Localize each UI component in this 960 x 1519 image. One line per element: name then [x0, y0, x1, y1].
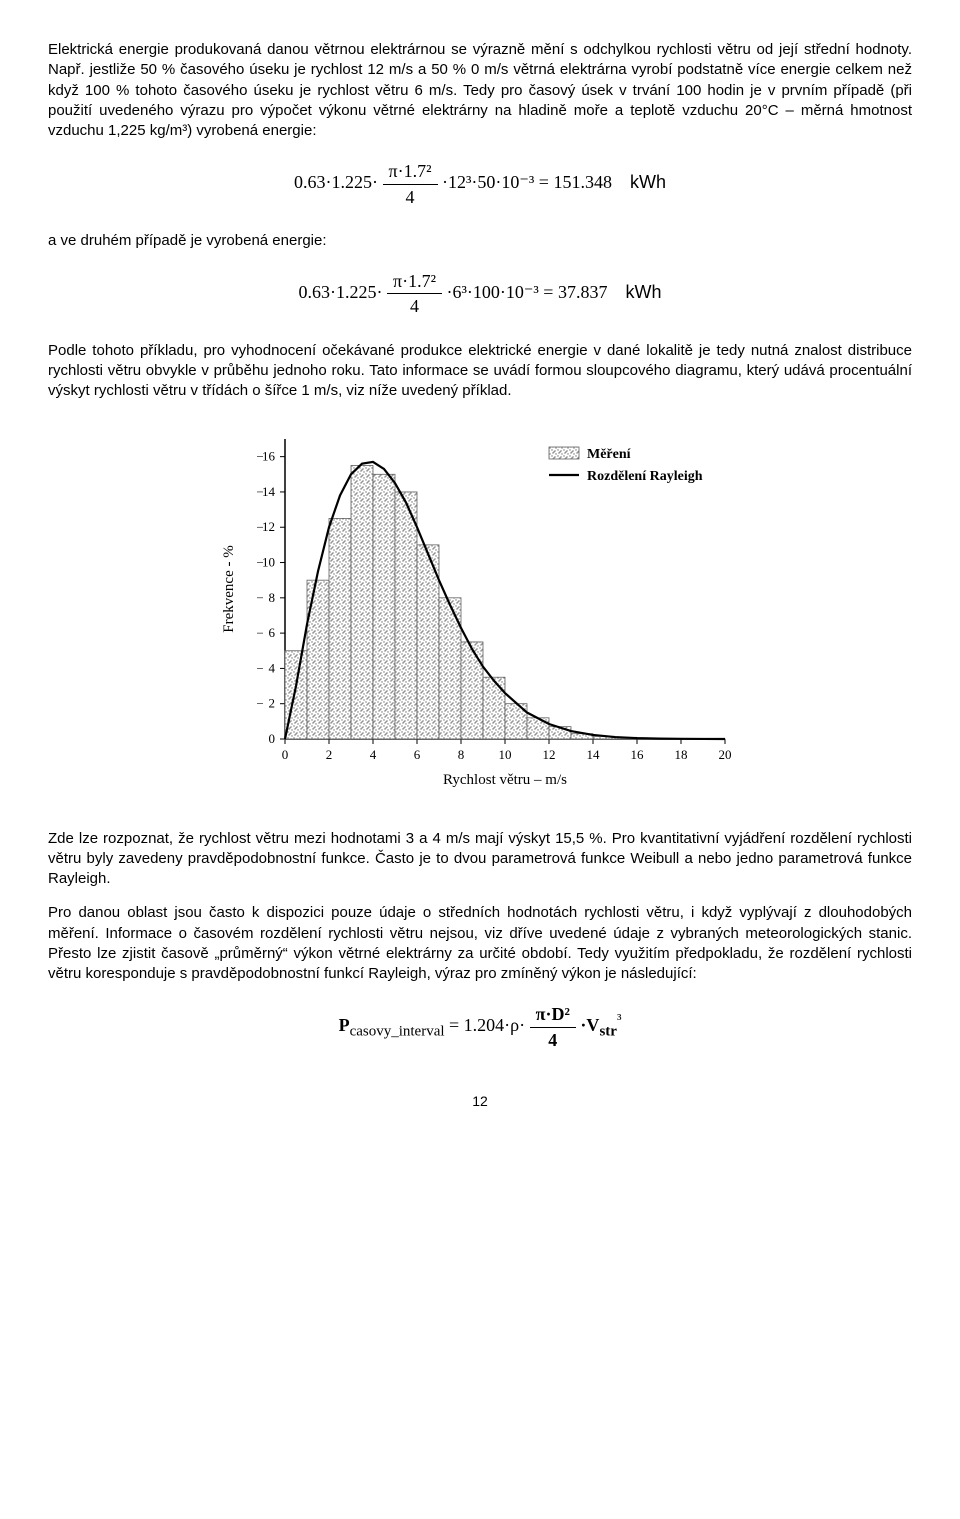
svg-text:6: 6	[414, 747, 421, 762]
formula-2: 0.63·1.225· π·1.7² 4 ·6³·100·10⁻³ = 37.8…	[48, 269, 912, 319]
formula-2-den: 4	[387, 294, 442, 318]
formula-3-tailsup: ³	[617, 1012, 622, 1028]
paragraph-5: Pro danou oblast jsou často k dispozici …	[48, 903, 912, 984]
svg-text:18: 18	[675, 747, 688, 762]
formula-1-unit: kWh	[630, 172, 666, 192]
chart-svg: 0 2 4 6 8 10 12 14 16 0 2 4 6 8 10 12 14 16 18 20 Rychlost v…	[215, 419, 745, 794]
svg-text:10: 10	[499, 747, 512, 762]
svg-text:14: 14	[587, 747, 601, 762]
formula-3: Pcasovy_interval = 1.204·ρ· π·D² 4 ·Vstr…	[48, 1002, 912, 1052]
formula-1-num: π·1.7²	[383, 159, 438, 184]
formula-2-unit: kWh	[625, 282, 661, 302]
paragraph-4: Zde lze rozpoznat, že rychlost větru mez…	[48, 829, 912, 890]
svg-text:4: 4	[370, 747, 377, 762]
svg-text:0: 0	[269, 731, 276, 746]
svg-text:10: 10	[262, 555, 275, 570]
svg-text:Frekvence - %: Frekvence - %	[221, 546, 237, 633]
svg-text:Rychlost větru – m/s: Rychlost větru – m/s	[443, 772, 567, 788]
svg-text:Rozdělení Rayleigh: Rozdělení Rayleigh	[587, 469, 703, 484]
formula-2-num: π·1.7²	[387, 269, 442, 294]
paragraph-1: Elektrická energie produkovaná danou vět…	[48, 40, 912, 141]
svg-text:2: 2	[326, 747, 333, 762]
svg-text:20: 20	[719, 747, 732, 762]
formula-3-num: π·D²	[530, 1002, 576, 1027]
formula-1: 0.63·1.225· π·1.7² 4 ·12³·50·10⁻³ = 151.…	[48, 159, 912, 209]
formula-3-sub: casovy_interval	[350, 1024, 445, 1040]
svg-text:Měření: Měření	[587, 447, 632, 462]
svg-text:16: 16	[631, 747, 645, 762]
formula-1-coef: 0.63·1.225·	[294, 172, 378, 192]
svg-text:2: 2	[269, 696, 276, 711]
paragraph-2: a ve druhém případě je vyrobená energie:	[48, 231, 912, 251]
formula-2-tail: ·6³·100·10⁻³ = 37.837	[447, 282, 608, 302]
svg-text:12: 12	[262, 520, 275, 535]
svg-text:0: 0	[282, 747, 289, 762]
formula-2-coef: 0.63·1.225·	[299, 282, 383, 302]
formula-3-den: 4	[530, 1028, 576, 1052]
paragraph-3: Podle tohoto příkladu, pro vyhodnocení o…	[48, 341, 912, 402]
formula-3-eq: = 1.204·ρ·	[449, 1015, 525, 1035]
formula-3-tail: ·V	[580, 1015, 599, 1035]
formula-1-den: 4	[383, 185, 438, 209]
svg-text:8: 8	[269, 590, 276, 605]
svg-text:12: 12	[543, 747, 556, 762]
svg-text:16: 16	[262, 449, 276, 464]
svg-text:6: 6	[269, 626, 276, 641]
page-number: 12	[48, 1092, 912, 1111]
formula-1-tail: ·12³·50·10⁻³ = 151.348	[442, 172, 612, 192]
formula-3-tailsub: str	[599, 1024, 617, 1040]
formula-3-lhs: P	[339, 1015, 350, 1035]
wind-speed-histogram: 0 2 4 6 8 10 12 14 16 0 2 4 6 8 10 12 14 16 18 20 Rychlost v…	[48, 419, 912, 800]
svg-text:4: 4	[269, 661, 276, 676]
svg-text:14: 14	[262, 484, 276, 499]
svg-text:8: 8	[458, 747, 465, 762]
